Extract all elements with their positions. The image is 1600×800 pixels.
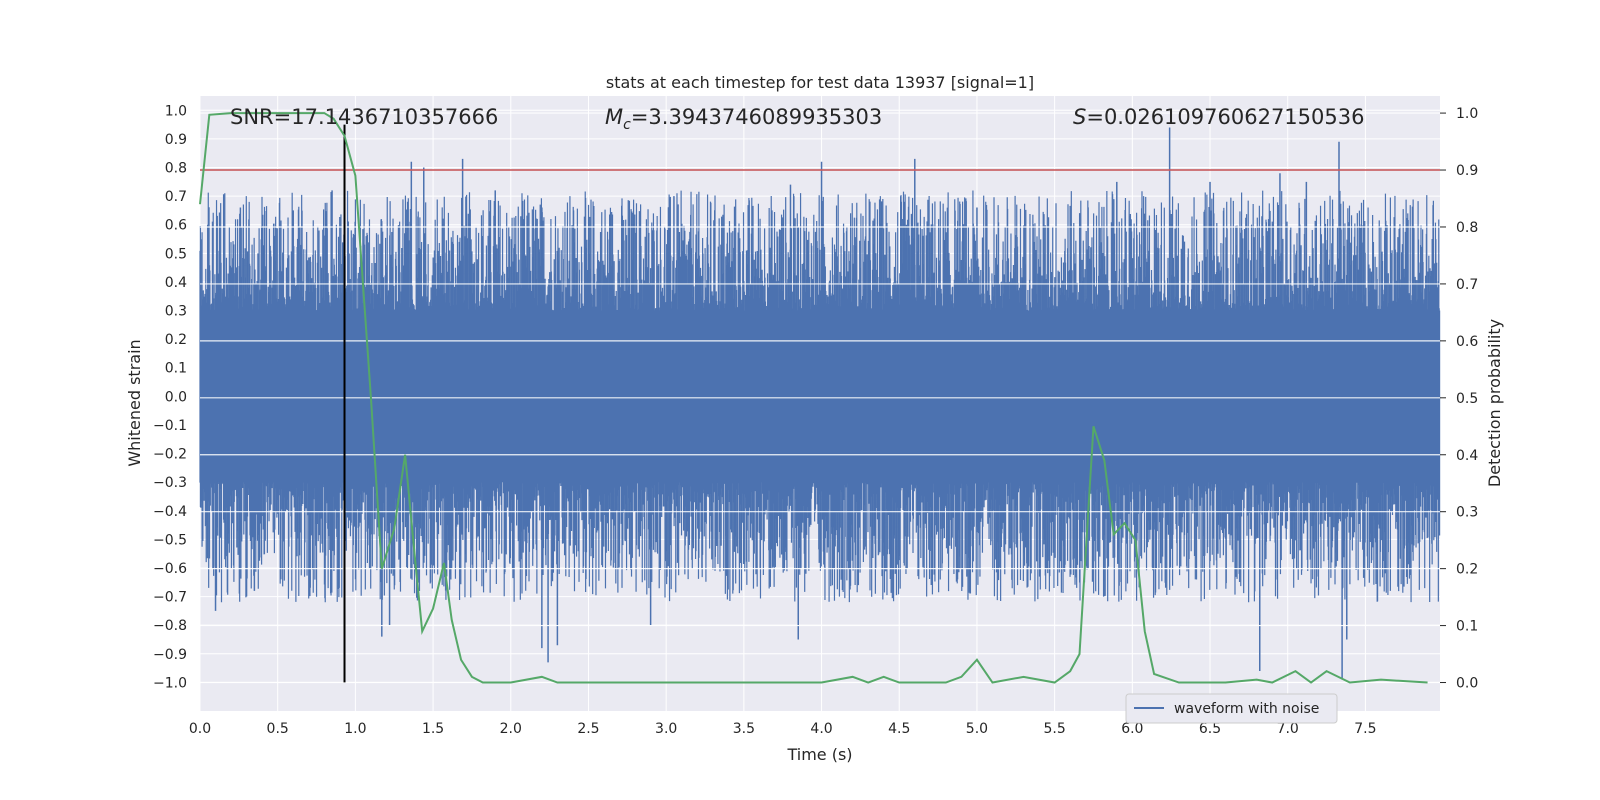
waveform-series [199, 112, 1441, 684]
y-tick-label: 0.9 [165, 132, 187, 148]
y-tick-label: −0.2 [153, 447, 187, 463]
y-right-tick-label: 0.2 [1456, 562, 1478, 578]
x-tick-label: 5.5 [1044, 721, 1066, 737]
y-axis-ticks: 1.0 0.9 0.8 0.7 0.6 0.5 0.4 0.3 0.2 0.1 0.0 −0.1 −0.… [153, 103, 187, 691]
y-tick-label: −0.4 [153, 504, 187, 520]
x-tick-label: 6.5 [1199, 721, 1221, 737]
y-tick-label: −1.0 [153, 675, 187, 691]
y-tick-label: −0.3 [153, 475, 187, 491]
x-tick-label: 2.5 [577, 721, 599, 737]
x-tick-label: 0.5 [267, 721, 289, 737]
chirp-mass-subscript: c [623, 117, 631, 133]
y-right-tick-label: 0.5 [1456, 391, 1478, 407]
y-tick-label: −0.7 [153, 590, 187, 606]
x-tick-label: 7.0 [1277, 721, 1299, 737]
y-tick-label: 0.6 [165, 218, 187, 234]
y-tick-label: 0.2 [165, 332, 187, 348]
waveform-core-band [200, 310, 1440, 483]
y-right-tick-label: 0.4 [1456, 448, 1478, 464]
x-tick-label: 7.5 [1354, 721, 1376, 737]
x-tick-label: 1.5 [422, 721, 444, 737]
y-right-tick-label: 1.0 [1456, 106, 1478, 122]
y-tick-label: 0.8 [165, 161, 187, 177]
x-axis-ticks: 0.0 0.5 1.0 1.5 2.0 2.5 3.0 3.5 4.0 4.5 5.0 5.5 6.0 6… [189, 721, 1377, 737]
x-tick-label: 5.0 [966, 721, 988, 737]
y-tick-label: −0.5 [153, 532, 187, 548]
y-tick-label: 0.3 [165, 304, 187, 320]
y-right-tick-label: 0.3 [1456, 505, 1478, 521]
s-symbol: S [1073, 105, 1086, 129]
x-tick-label: 4.0 [810, 721, 832, 737]
legend-entry-waveform: waveform with noise [1174, 701, 1319, 717]
x-tick-label: 4.5 [888, 721, 910, 737]
y-right-tick-label: 0.7 [1456, 277, 1478, 293]
legend: waveform with noise [1125, 693, 1338, 724]
y-right-tick-label: 0.6 [1456, 334, 1478, 350]
y-right-tick-label: 0.8 [1456, 220, 1478, 236]
x-tick-label: 3.5 [733, 721, 755, 737]
y-tick-label: 0.7 [165, 189, 187, 205]
y-axis-label: Whitened strain [125, 339, 144, 466]
y-tick-label: 1.0 [165, 103, 187, 119]
y-tick-label: 0.1 [165, 361, 187, 377]
detection-probability-series [199, 112, 1428, 684]
x-tick-label: 1.0 [344, 721, 366, 737]
y-tick-label: −0.6 [153, 561, 187, 577]
chart-title: stats at each timestep for test data 139… [606, 73, 1034, 92]
s-value: =0.026109760627150536 [1086, 105, 1364, 129]
y-right-axis-label: Detection probability [1485, 319, 1504, 487]
y-right-axis-ticks: 1.0 0.9 0.8 0.7 0.6 0.5 0.4 0.3 0.2 0.1 0.0 [1440, 106, 1478, 692]
y-tick-label: 0.0 [165, 389, 187, 405]
y-tick-label: −0.8 [153, 618, 187, 634]
x-tick-label: 2.0 [500, 721, 522, 737]
x-tick-label: 3.0 [655, 721, 677, 737]
chirp-mass-value: =3.3943746089935303 [631, 105, 882, 129]
y-tick-label: 0.5 [165, 246, 187, 262]
x-tick-label: 6.0 [1121, 721, 1143, 737]
y-right-tick-label: 0.1 [1456, 619, 1478, 635]
x-tick-label: 0.0 [189, 721, 211, 737]
y-tick-label: −0.1 [153, 418, 187, 434]
y-tick-label: −0.9 [153, 647, 187, 663]
y-right-tick-label: 0.0 [1456, 676, 1478, 692]
snr-annotation: SNR=17.1436710357666 [230, 105, 498, 129]
chirp-mass-symbol: M [605, 105, 623, 129]
series-layer [199, 112, 1441, 684]
s-annotation: S=0.026109760627150536 [1073, 105, 1364, 129]
x-axis-label: Time (s) [786, 745, 852, 764]
y-tick-label: 0.4 [165, 275, 187, 291]
y-right-tick-label: 0.9 [1456, 163, 1478, 179]
chirp-mass-annotation: Mc=3.3943746089935303 [605, 105, 882, 133]
legend-box [1125, 693, 1338, 724]
